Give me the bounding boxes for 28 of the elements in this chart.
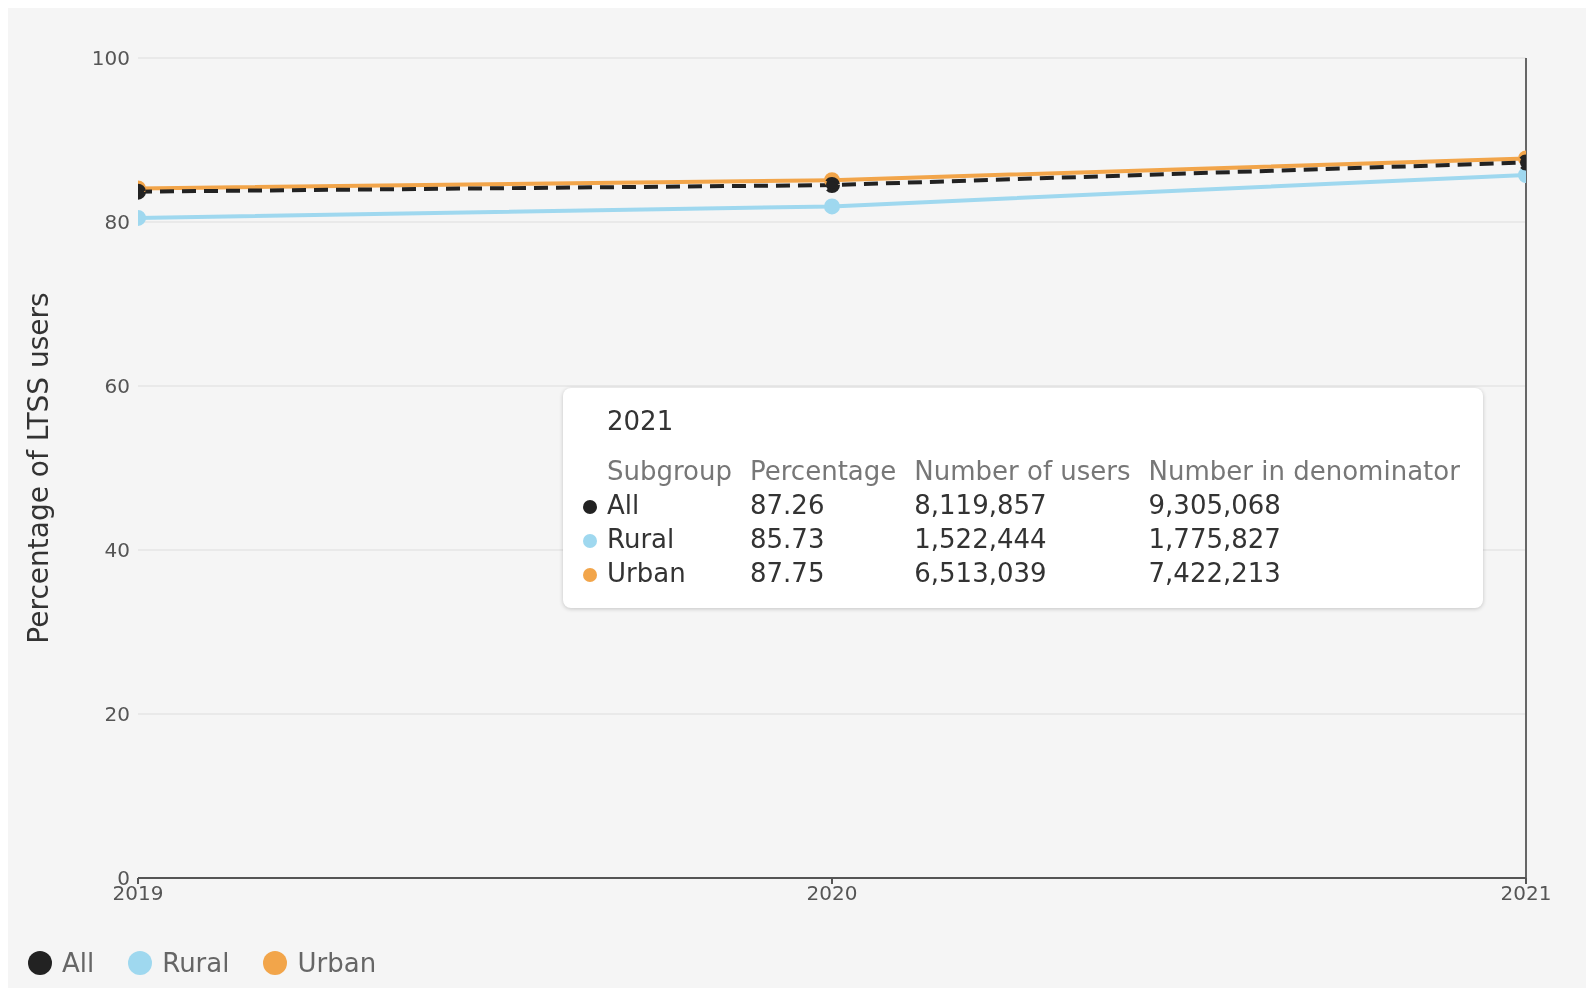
y-tick-label: 20 <box>104 702 130 727</box>
x-tick-label: 2021 <box>1500 881 1552 906</box>
annotation: Urban <box>606 557 687 590</box>
annotation: 1,775,827 <box>1148 523 1282 556</box>
annotation: 2021 <box>607 406 675 436</box>
annotation: Number of users <box>914 455 1132 488</box>
y-tick-label: 100 <box>91 46 130 71</box>
annotation: Number in denominator <box>1148 455 1461 488</box>
legend-label: Rural <box>161 948 230 978</box>
legend-label: All <box>61 948 95 978</box>
y-tick-label: 60 <box>104 374 130 399</box>
y-tick-label: 80 <box>104 210 130 235</box>
y-axis-title: Percentage of LTSS users <box>21 292 55 644</box>
annotation: 7,422,213 <box>1148 557 1282 590</box>
annotation: 87.26 <box>750 489 826 522</box>
annotation: All <box>606 489 641 522</box>
y-tick-label: 40 <box>104 538 130 563</box>
annotation: 9,305,068 <box>1148 489 1282 522</box>
x-tick-label: 2020 <box>806 881 858 906</box>
annotation: Percentage <box>750 455 898 488</box>
annotation: Subgroup <box>606 455 733 488</box>
legend-label: Urban <box>296 948 377 978</box>
annotation: 8,119,857 <box>914 489 1048 522</box>
annotation: 85.73 <box>750 523 826 556</box>
annotation: 1,522,444 <box>914 523 1048 556</box>
annotation: 6,513,039 <box>914 557 1048 590</box>
annotation: Rural <box>606 523 676 556</box>
annotation: 87.75 <box>750 557 826 590</box>
